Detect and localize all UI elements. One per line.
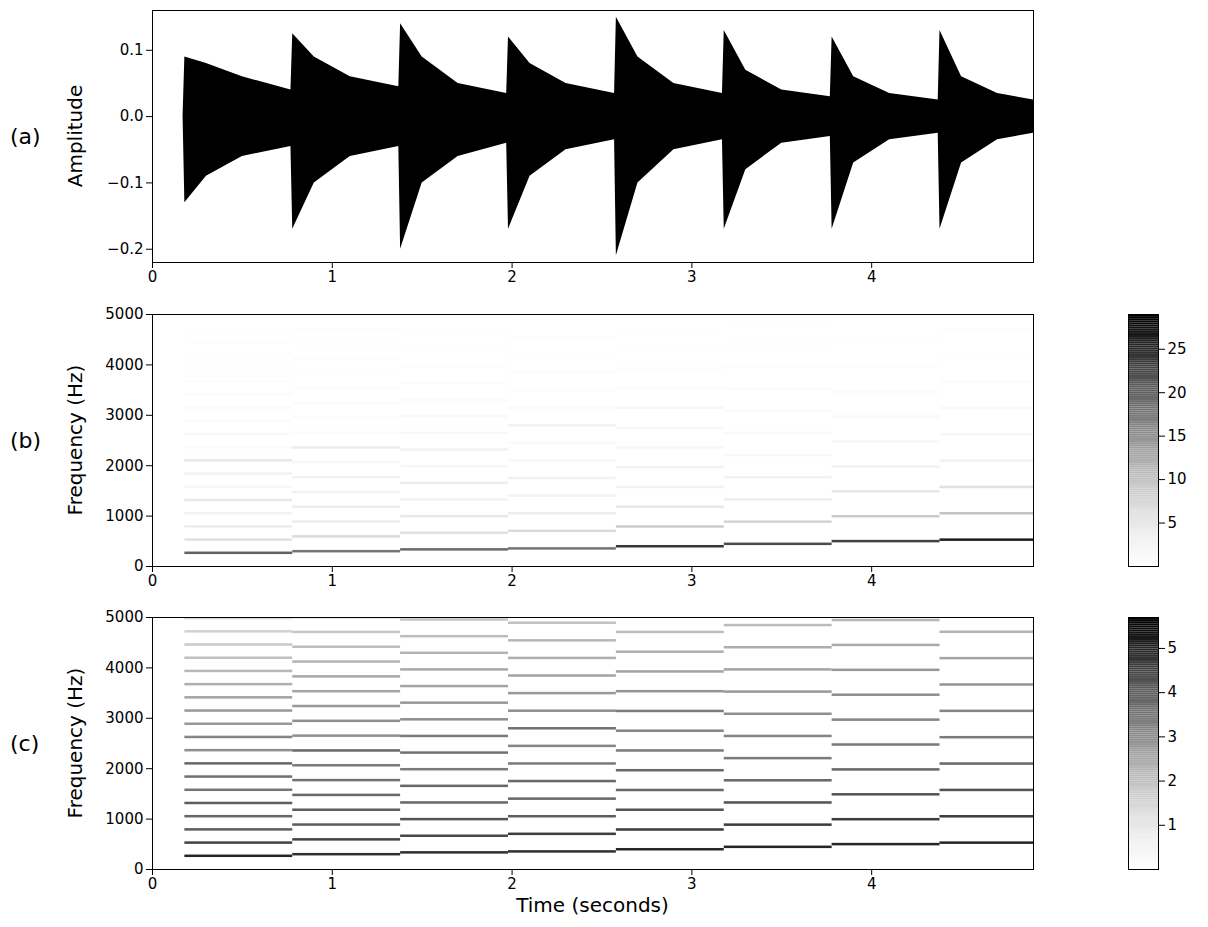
svg-text:4: 4 bbox=[867, 875, 877, 893]
svg-text:0: 0 bbox=[148, 875, 158, 893]
svg-text:1: 1 bbox=[1168, 816, 1178, 834]
svg-text:5: 5 bbox=[1168, 639, 1178, 657]
svg-text:5: 5 bbox=[1168, 514, 1178, 532]
svg-text:2: 2 bbox=[507, 572, 517, 590]
svg-text:−0.1: −0.1 bbox=[107, 174, 143, 192]
svg-text:2: 2 bbox=[507, 268, 517, 286]
html-text:(b): (b) bbox=[10, 427, 42, 453]
html-text:Time (seconds): Time (seconds) bbox=[516, 893, 669, 917]
svg-text:4: 4 bbox=[1168, 683, 1178, 701]
svg-text:2: 2 bbox=[1168, 772, 1178, 790]
svg-text:0: 0 bbox=[148, 268, 158, 286]
svg-text:3000: 3000 bbox=[105, 406, 143, 424]
html-text:Frequency (Hz): Frequency (Hz) bbox=[63, 364, 87, 516]
svg-text:3: 3 bbox=[1168, 728, 1178, 746]
svg-text:4: 4 bbox=[867, 572, 877, 590]
svg-text:0: 0 bbox=[148, 572, 158, 590]
svg-text:1: 1 bbox=[328, 268, 338, 286]
svg-text:10: 10 bbox=[1168, 470, 1187, 488]
svg-text:2: 2 bbox=[507, 875, 517, 893]
html-text:(c): (c) bbox=[10, 730, 40, 756]
svg-text:3: 3 bbox=[687, 875, 697, 893]
svg-text:1000: 1000 bbox=[105, 810, 143, 828]
svg-text:1: 1 bbox=[328, 875, 338, 893]
svg-text:3: 3 bbox=[687, 268, 697, 286]
svg-text:3: 3 bbox=[687, 572, 697, 590]
svg-text:4: 4 bbox=[867, 268, 877, 286]
html-text:Amplitude: Amplitude bbox=[63, 84, 87, 188]
svg-text:0.1: 0.1 bbox=[120, 41, 144, 59]
svg-text:0.0: 0.0 bbox=[120, 107, 144, 125]
svg-text:2000: 2000 bbox=[105, 760, 143, 778]
html-text:(a): (a) bbox=[10, 123, 41, 149]
svg-text:5000: 5000 bbox=[105, 608, 143, 626]
html-text:Frequency (Hz): Frequency (Hz) bbox=[63, 667, 87, 819]
svg-text:4000: 4000 bbox=[105, 356, 143, 374]
svg-text:0: 0 bbox=[134, 557, 144, 575]
svg-text:0: 0 bbox=[134, 860, 144, 878]
svg-text:4000: 4000 bbox=[105, 659, 143, 677]
svg-text:−0.2: −0.2 bbox=[107, 240, 143, 258]
svg-text:2000: 2000 bbox=[105, 457, 143, 475]
svg-text:1000: 1000 bbox=[105, 507, 143, 525]
svg-text:15: 15 bbox=[1168, 427, 1187, 445]
svg-text:25: 25 bbox=[1168, 340, 1187, 358]
svg-text:20: 20 bbox=[1168, 384, 1187, 402]
svg-text:3000: 3000 bbox=[105, 709, 143, 727]
svg-text:5000: 5000 bbox=[105, 305, 143, 323]
svg-text:1: 1 bbox=[328, 572, 338, 590]
